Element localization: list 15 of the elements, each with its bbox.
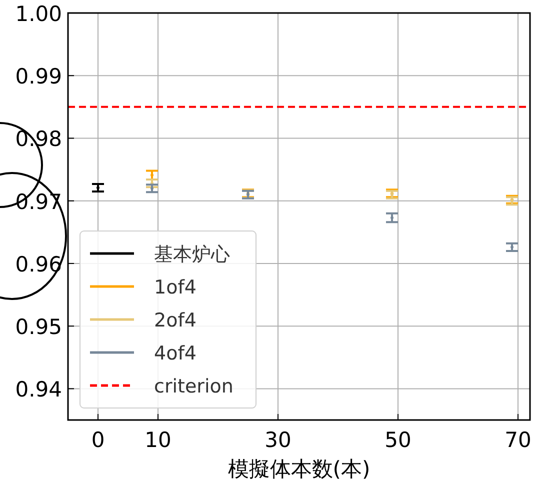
y-tick-label: 0.95: [15, 315, 62, 340]
x-tick-label: 50: [384, 428, 412, 452]
x-tick-label: 10: [144, 428, 172, 452]
y-tick-label: 0.99: [15, 64, 62, 89]
x-tick-label: 0: [91, 428, 105, 452]
legend-label: criterion: [154, 376, 234, 398]
legend-label: 2of4: [154, 310, 196, 332]
x-tick-label: 30: [264, 428, 292, 452]
x-axis-title: 模擬体本数(本): [228, 457, 370, 481]
y-tick-label: 1.00: [15, 2, 62, 26]
y-tick-label: 0.94: [15, 378, 62, 402]
x-tick-label: 70: [504, 428, 532, 452]
legend-label: 基本炉心: [154, 244, 230, 266]
legend-label: 4of4: [154, 342, 196, 364]
legend-label: 1of4: [154, 276, 196, 298]
